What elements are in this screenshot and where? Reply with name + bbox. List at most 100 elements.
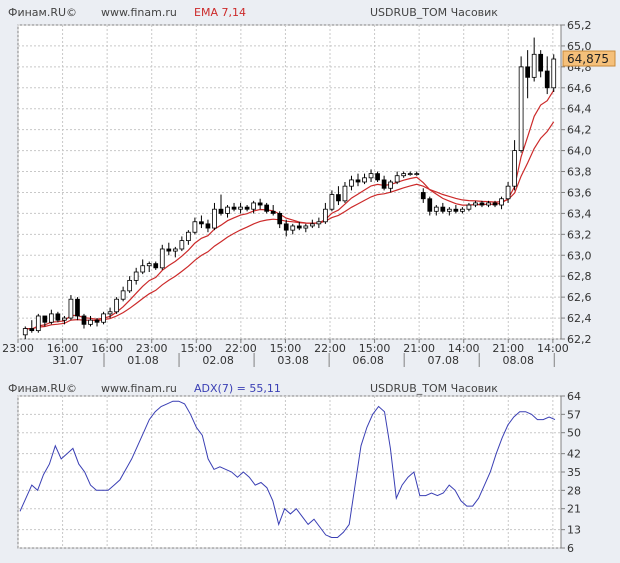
candle-body xyxy=(401,173,407,177)
candle xyxy=(81,313,87,329)
candle xyxy=(172,246,178,258)
candle xyxy=(140,259,146,275)
candle-body xyxy=(101,313,106,323)
adx-line xyxy=(19,400,556,538)
candle xyxy=(342,182,348,203)
candle xyxy=(101,311,106,325)
candle-body xyxy=(355,179,361,183)
price-x-date-label: 31.07 xyxy=(52,354,84,367)
candle-body xyxy=(427,198,433,212)
candle xyxy=(120,286,126,302)
candle xyxy=(62,315,67,325)
candle-body xyxy=(88,319,93,325)
candle xyxy=(166,242,172,256)
candle xyxy=(433,205,439,216)
candle xyxy=(512,140,517,191)
adx-y-tick-label: 42 xyxy=(567,448,581,461)
price-x-time-label: 21:00 xyxy=(492,342,524,355)
candle xyxy=(127,276,133,293)
candle-body xyxy=(140,265,146,273)
bottom-header-source: Финам.RU© xyxy=(8,382,77,395)
candle-body xyxy=(518,66,524,151)
candle xyxy=(420,188,426,203)
price-y-tick-label: 63,2 xyxy=(567,228,592,241)
candle xyxy=(355,173,361,187)
candle xyxy=(460,207,465,214)
bottom-header-site: www.finam.ru xyxy=(101,382,177,395)
candle xyxy=(251,200,256,214)
price-x-time-label: 15:00 xyxy=(270,342,302,355)
candle xyxy=(94,318,100,327)
last-price-box xyxy=(562,50,616,67)
top-header-instrument: USDRUB_TOM Часовик xyxy=(370,6,498,19)
candle xyxy=(107,307,113,319)
price-x-time-label: 15:00 xyxy=(359,342,391,355)
price-x-time-label: 15:00 xyxy=(180,342,212,355)
candle xyxy=(401,171,407,178)
candle xyxy=(551,54,557,92)
candle-body xyxy=(107,311,113,315)
candle-body xyxy=(127,279,133,292)
candle-body xyxy=(512,150,517,187)
ema-7-line xyxy=(25,89,555,330)
candle xyxy=(231,202,237,212)
candle-body xyxy=(264,204,270,212)
candle xyxy=(290,223,296,235)
candle-body xyxy=(433,206,439,212)
price-x-time-label: 22:00 xyxy=(225,342,257,355)
price-x-time-label: 16:00 xyxy=(47,342,79,355)
price-y-tick-label: 65,0 xyxy=(567,40,592,53)
candle xyxy=(179,236,185,252)
candle xyxy=(329,190,335,212)
candle-body xyxy=(362,177,367,183)
price-grid xyxy=(17,24,561,340)
adx-y-tick-label: 57 xyxy=(567,408,581,421)
candle-body xyxy=(473,202,478,206)
candle-body xyxy=(492,202,498,206)
candle xyxy=(55,311,61,323)
candle xyxy=(35,313,41,333)
candle xyxy=(505,182,511,203)
last-price-label: 64,875 xyxy=(567,52,609,66)
candle xyxy=(238,202,243,214)
price-y-tick-label: 62,2 xyxy=(567,333,592,346)
candle-body xyxy=(166,248,172,252)
candle-body xyxy=(75,298,80,317)
candle-body xyxy=(120,290,126,300)
candle xyxy=(394,171,400,185)
candle xyxy=(492,200,498,208)
candle-body xyxy=(55,313,61,321)
candle-body xyxy=(251,202,256,210)
candle xyxy=(473,200,478,208)
candle-body xyxy=(316,221,322,225)
candle xyxy=(159,244,165,270)
top-header-indicator: EMA 7,14 xyxy=(194,6,246,19)
candle-body xyxy=(218,208,224,214)
candle xyxy=(349,175,354,191)
candle xyxy=(146,261,152,273)
candle xyxy=(199,215,204,229)
candle-body xyxy=(290,225,296,231)
candle xyxy=(303,223,309,233)
candle-body xyxy=(192,221,198,233)
candle-body xyxy=(381,179,387,189)
bottom-header-indicator: ADX(7) = 55,11 xyxy=(194,382,281,395)
candle xyxy=(531,37,537,82)
candle-body xyxy=(499,198,504,206)
candle-body xyxy=(394,175,400,183)
candle-body xyxy=(505,185,511,200)
candle xyxy=(244,205,250,212)
candle-body xyxy=(466,204,472,210)
candle-body xyxy=(81,315,87,325)
candle-body xyxy=(303,225,309,229)
candle-body xyxy=(460,208,465,212)
candle xyxy=(375,171,380,182)
candle-body xyxy=(440,206,446,212)
candle-body xyxy=(544,70,550,89)
price-x-date-label: 03.08 xyxy=(277,354,309,367)
candle xyxy=(75,297,80,321)
adx-y-tick-label: 50 xyxy=(567,427,581,440)
candle-body xyxy=(212,208,217,229)
candle xyxy=(414,171,420,176)
